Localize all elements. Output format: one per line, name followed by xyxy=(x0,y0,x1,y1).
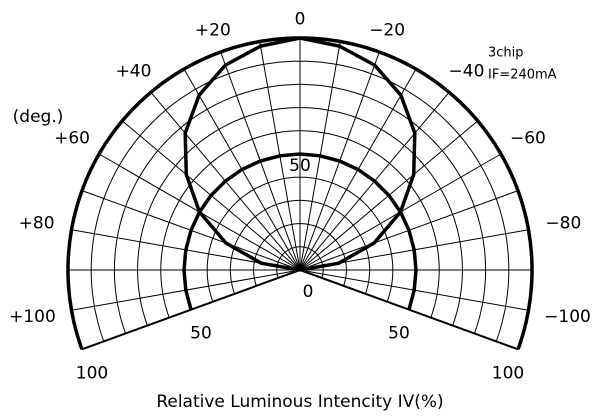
angle-tick-label: −80 xyxy=(545,214,581,234)
angle-tick-label: +60 xyxy=(54,128,90,148)
angle-tick-label: 0 xyxy=(295,9,306,29)
radial-tick-label: 0 xyxy=(303,282,314,302)
angle-tick-label: −20 xyxy=(369,21,405,41)
radial-tick-label: 50 xyxy=(289,156,311,176)
radial-axis-label: Relative Luminous Intencity IV(%) xyxy=(156,392,443,412)
annotation: IF=240mA xyxy=(488,68,557,83)
series-line xyxy=(182,152,418,311)
radial-tick-label: 50 xyxy=(388,324,410,344)
angle-tick-label: −60 xyxy=(510,128,546,148)
angle-tick-label: −40 xyxy=(449,62,485,82)
radial-tick-label: 100 xyxy=(492,363,524,383)
radial-tick-label: 100 xyxy=(76,363,108,383)
angle-tick-label: −100 xyxy=(544,307,591,327)
angle-tick-label: +40 xyxy=(116,62,152,82)
annotation: 3chip xyxy=(488,46,524,61)
angle-tick-label: +100 xyxy=(9,307,56,327)
angle-tick-label: +80 xyxy=(19,214,55,234)
angle-tick-label: +20 xyxy=(195,21,231,41)
angle-axis-label: (deg.) xyxy=(13,107,64,127)
radial-tick-label: 50 xyxy=(190,324,212,344)
